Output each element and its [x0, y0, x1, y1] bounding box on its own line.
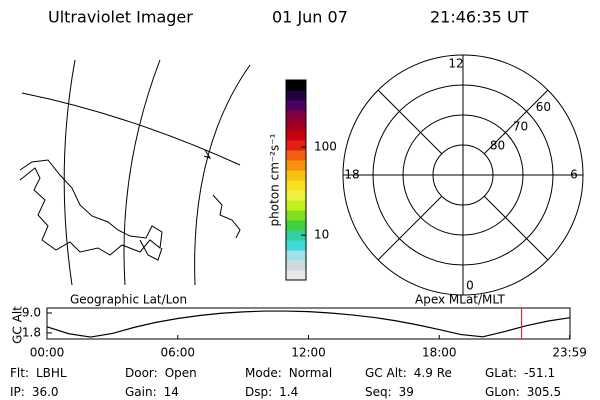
mlt-label: 0: [466, 279, 474, 293]
lat-label: 60: [536, 100, 551, 114]
date: 01 Jun 07: [272, 8, 348, 27]
field-value: 39: [399, 385, 414, 399]
field-label: IP:: [10, 385, 25, 399]
y-tick-label: 9.0: [22, 305, 41, 319]
colorbar-segment: [286, 270, 306, 281]
colorbar-segment: [286, 200, 306, 211]
colorbar-segment: [286, 240, 306, 251]
spoke: [377, 89, 443, 155]
spoke: [483, 89, 549, 155]
field-value: 305.5: [527, 385, 561, 399]
lat-label: 80: [490, 139, 505, 153]
footer-field: GLon: 305.5: [485, 385, 561, 399]
colorbar-segment: [286, 250, 306, 261]
colorbar-segment: [286, 90, 306, 101]
footer-field: Door: Open: [125, 366, 197, 380]
field-label: GLat:: [485, 366, 517, 380]
field-label: GLon:: [485, 385, 520, 399]
footer-field: GC Alt: 4.9 Re: [365, 366, 452, 380]
mlt-label: 6: [570, 168, 578, 182]
x-tick-label: 23:59: [552, 346, 587, 360]
lat-label: 70: [513, 119, 528, 133]
field-value: Normal: [289, 366, 332, 380]
field-label: Mode:: [245, 366, 282, 380]
y-axis-label: GC Alt: [11, 306, 25, 344]
colorbar-segment: [286, 220, 306, 231]
colorbar-segment: [286, 110, 306, 121]
colorbar-segment: [286, 130, 306, 141]
field-value: 1.4: [279, 385, 298, 399]
colorbar-segment: [286, 260, 306, 271]
spoke: [483, 195, 549, 261]
mlt-label: 18: [344, 168, 359, 182]
spoke: [377, 195, 443, 261]
field-value: Open: [165, 366, 197, 380]
colorbar-segment: [286, 210, 306, 221]
field-label: Seq:: [365, 385, 392, 399]
polar-plot: [342, 54, 584, 296]
polar-label: Apex MLat/MLT: [415, 293, 505, 307]
colorbar-segment: [286, 230, 306, 241]
footer-field: Flt: LBHL: [10, 366, 67, 380]
colorbar-segment: [286, 100, 306, 111]
field-value: 36.0: [32, 385, 59, 399]
field-value: 4.9 Re: [414, 366, 452, 380]
colorbar-tick-label: 100: [314, 139, 337, 153]
time: 21:46:35 UT: [430, 8, 529, 27]
field-label: Door:: [125, 366, 158, 380]
colorbar-segment: [286, 180, 306, 191]
field-value: LBHL: [36, 366, 67, 380]
colorbar-segment: [286, 80, 306, 91]
footer-field: Seq: 39: [365, 385, 414, 399]
colorbar-frame: [285, 79, 307, 281]
field-label: GC Alt:: [365, 366, 407, 380]
colorbar-segment: [286, 140, 306, 151]
footer-field: GLat: -51.1: [485, 366, 555, 380]
field-label: Dsp:: [245, 385, 272, 399]
x-tick-label: 06:00: [160, 346, 195, 360]
field-value: 14: [164, 385, 179, 399]
footer-field: IP: 36.0: [10, 385, 59, 399]
x-tick-label: 12:00: [291, 346, 326, 360]
colorbar-segment: [286, 190, 306, 201]
field-label: Gain:: [125, 385, 157, 399]
x-tick-label: 00:00: [30, 346, 65, 360]
mlt-label: 12: [448, 57, 463, 71]
x-tick-label: 18:00: [422, 346, 457, 360]
colorbar-tick-label: 10: [314, 228, 329, 242]
footer-field: Dsp: 1.4: [245, 385, 298, 399]
map-label: Geographic Lat/Lon: [70, 293, 187, 307]
colorbar-segment: [286, 160, 306, 171]
altitude-line: [46, 310, 571, 338]
field-value: -51.1: [524, 366, 555, 380]
colorbar-segment: [286, 170, 306, 181]
map: [19, 59, 251, 286]
title: Ultraviolet Imager: [48, 8, 193, 27]
footer-field: Mode: Normal: [245, 366, 332, 380]
y-tick-label: 1.8: [22, 325, 41, 339]
colorbar-segment: [286, 120, 306, 131]
footer-field: Gain: 14: [125, 385, 179, 399]
field-label: Flt:: [10, 366, 29, 380]
colorbar-label: photon cm⁻²s⁻¹: [268, 133, 282, 226]
colorbar-segment: [286, 150, 306, 161]
